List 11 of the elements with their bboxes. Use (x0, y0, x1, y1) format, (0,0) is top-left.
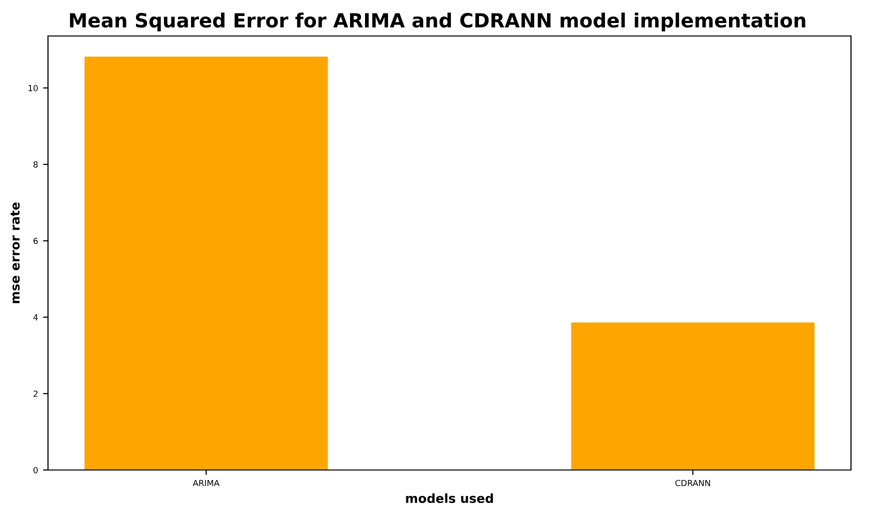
y-tick-label: 2 (34, 390, 38, 397)
x-axis-title: models used (406, 493, 493, 504)
y-tick-label: 10 (28, 84, 38, 92)
x-tick-label: ARIMA (192, 480, 220, 486)
y-tick-label: 4 (33, 314, 38, 320)
y-tick-label: 8 (34, 161, 38, 168)
x-tick-label: CDRANN (675, 480, 710, 486)
chart-title: Mean Squared Error for ARIMA and CDRANN model implementation (70, 12, 806, 32)
y-tick-label: 0 (34, 466, 38, 474)
y-axis-title: mse error rate (10, 202, 20, 304)
y-tick-label: 6 (34, 238, 38, 244)
